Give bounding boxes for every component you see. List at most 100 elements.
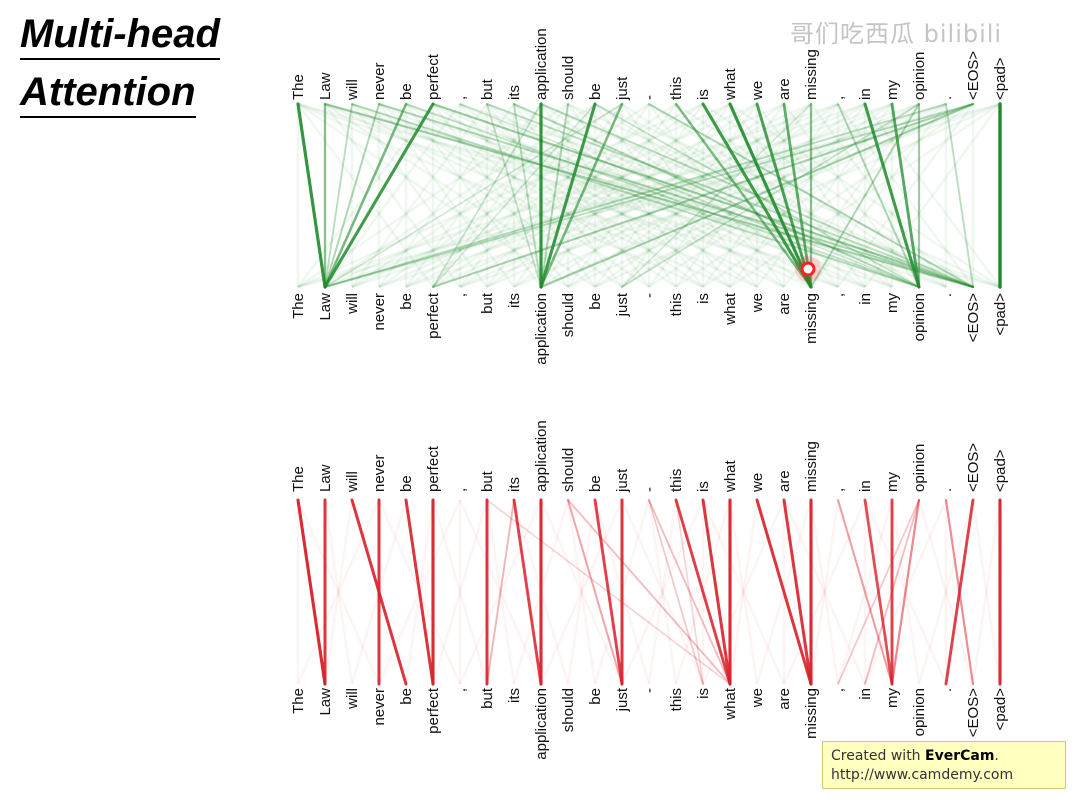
green-attention-edge xyxy=(459,103,920,288)
green-faint-edge xyxy=(378,102,920,289)
red-faint-edge xyxy=(539,499,624,685)
green-top-token: is xyxy=(695,89,712,100)
green-faint-edge xyxy=(539,103,678,288)
green-attention-edge xyxy=(351,103,920,288)
green-attention-edge xyxy=(378,103,974,288)
red-top-token: should xyxy=(560,448,577,492)
red-faint-edge xyxy=(971,499,1002,685)
green-attention-edge xyxy=(513,103,920,288)
green-top-token: , xyxy=(452,96,469,100)
red-bottom-token: Law xyxy=(317,688,334,716)
red-top-token: opinion xyxy=(911,444,928,492)
evercam-badge[interactable]: Created with EverCam. http://www.camdemy… xyxy=(822,741,1066,789)
red-faint-edge xyxy=(458,499,543,685)
red-attention-edge xyxy=(675,499,704,685)
green-faint-edge xyxy=(566,103,705,288)
red-bottom-token: never xyxy=(371,688,388,726)
green-bottom-token: should xyxy=(560,293,577,337)
red-attention-edge xyxy=(486,499,515,685)
green-faint-edge xyxy=(513,102,785,289)
red-faint-edge xyxy=(566,499,597,685)
cursor-marker xyxy=(795,256,821,282)
red-faint-edge xyxy=(809,499,840,685)
red-top-token: what xyxy=(722,459,739,493)
green-bottom-token: <EOS> xyxy=(965,293,982,342)
green-top-token: - xyxy=(641,95,658,100)
green-faint-edge xyxy=(620,103,759,288)
green-attention-edge xyxy=(837,103,920,288)
green-bottom-token: <pad> xyxy=(992,293,1009,336)
red-top-token: <EOS> xyxy=(965,443,982,492)
green-bottom-token: missing xyxy=(803,293,820,344)
red-bottom-token: but xyxy=(479,687,496,709)
green-faint-edge xyxy=(351,102,758,289)
red-faint-edge xyxy=(701,499,786,685)
green-top-token: in xyxy=(857,88,874,100)
red-top-token: just xyxy=(614,468,631,493)
green-attention-edge xyxy=(431,102,975,289)
green-top-token: opinion xyxy=(911,52,928,100)
red-faint-edge xyxy=(971,499,1002,685)
green-faint-edge xyxy=(513,102,920,289)
green-attention-edge xyxy=(648,103,974,288)
green-faint-edge xyxy=(594,102,866,289)
red-top-token: The xyxy=(290,466,307,492)
green-attention-edge xyxy=(296,102,327,289)
red-top-token: we xyxy=(749,473,766,493)
green-faint-edge xyxy=(432,102,839,289)
red-faint-edge xyxy=(296,499,381,685)
green-faint-edge xyxy=(378,102,650,289)
green-bottom-token: The xyxy=(290,293,307,319)
green-faint-edge xyxy=(323,103,462,288)
red-bottom-token: my xyxy=(884,688,901,708)
green-faint-edge xyxy=(324,102,1001,289)
green-attention-edge xyxy=(486,103,974,288)
green-bottom-token: application xyxy=(533,293,550,365)
red-attention-edge xyxy=(701,498,732,686)
red-bottom-token: just xyxy=(614,687,631,712)
red-faint-edge xyxy=(566,499,597,685)
green-bottom-token: are xyxy=(776,293,793,315)
green-top-token: missing xyxy=(803,49,820,100)
green-faint-edge xyxy=(459,102,866,289)
green-attention-edge xyxy=(324,103,947,288)
green-top-token: <pad> xyxy=(992,57,1009,100)
green-faint-edge xyxy=(486,102,758,289)
red-faint-edge xyxy=(539,499,624,685)
green-faint-edge xyxy=(432,102,839,289)
red-faint-edge xyxy=(836,499,894,685)
red-top-token: this xyxy=(668,469,685,492)
green-faint-edge xyxy=(404,103,543,288)
green-bottom-token: what xyxy=(722,292,739,326)
green-bottom-token: perfect xyxy=(425,292,442,339)
green-attention-edge xyxy=(540,103,569,288)
green-top-token: its xyxy=(506,85,523,100)
red-attention-edge xyxy=(648,499,731,685)
green-faint-edge xyxy=(593,103,732,288)
green-faint-edge xyxy=(594,102,866,289)
green-faint-edge xyxy=(431,103,570,288)
red-top-token: never xyxy=(371,454,388,492)
green-top-token: The xyxy=(290,74,307,100)
green-attention-edge xyxy=(755,102,813,289)
red-faint-edge xyxy=(782,499,867,685)
green-faint-edge xyxy=(351,102,758,289)
green-bottom-token: opinion xyxy=(911,293,928,341)
green-faint-edge xyxy=(485,103,624,288)
red-top-token: but xyxy=(479,470,496,492)
green-faint-edge xyxy=(377,103,516,288)
green-faint-edge xyxy=(486,102,893,289)
green-bottom-token: just xyxy=(614,292,631,317)
green-attention-edge xyxy=(323,102,408,289)
green-faint-edge xyxy=(459,102,731,289)
green-faint-edge xyxy=(377,103,516,288)
green-bottom-token: in xyxy=(857,293,874,305)
green-faint-edge xyxy=(431,103,570,288)
red-top-token: be xyxy=(587,475,604,492)
red-faint-edge xyxy=(917,499,975,685)
evercam-url[interactable]: http://www.camdemy.com xyxy=(831,767,1014,783)
red-attention-edge xyxy=(296,498,327,686)
title-line-2: Attention xyxy=(20,70,196,118)
red-top-token: Law xyxy=(317,464,334,492)
